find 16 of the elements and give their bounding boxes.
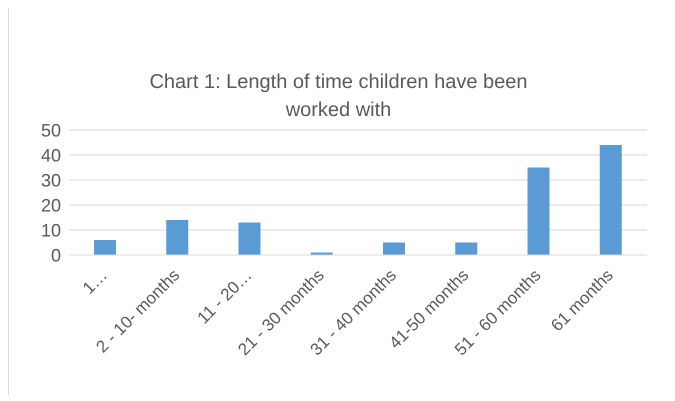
y-tick-label: 20 [40,195,61,216]
bar [238,222,260,255]
y-tick-label: 10 [40,220,61,240]
y-tick-label: 30 [40,170,61,190]
y-tick-label: 50 [40,120,61,140]
chart-title: Chart 1: Length of time children have been worked with [148,70,529,123]
bar [166,220,188,255]
y-tick-label: 40 [40,145,61,166]
bar [600,145,622,255]
x-tick-label: 1… [78,266,112,298]
bar [383,242,405,255]
y-tick-label: 0 [50,245,61,266]
bar [94,240,116,255]
bar [455,242,478,255]
bar [528,168,550,255]
x-tick-label: 11 - 20… [194,266,256,328]
